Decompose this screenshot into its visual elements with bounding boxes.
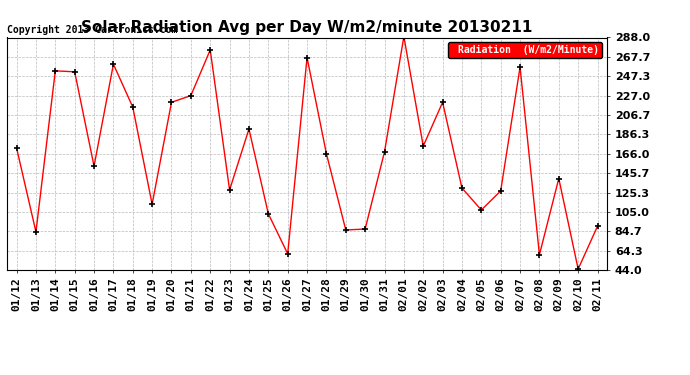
Legend: Radiation  (W/m2/Minute): Radiation (W/m2/Minute) — [448, 42, 602, 58]
Title: Solar Radiation Avg per Day W/m2/minute 20130211: Solar Radiation Avg per Day W/m2/minute … — [81, 20, 533, 35]
Text: Copyright 2013 Cartronics.com: Copyright 2013 Cartronics.com — [7, 25, 177, 35]
